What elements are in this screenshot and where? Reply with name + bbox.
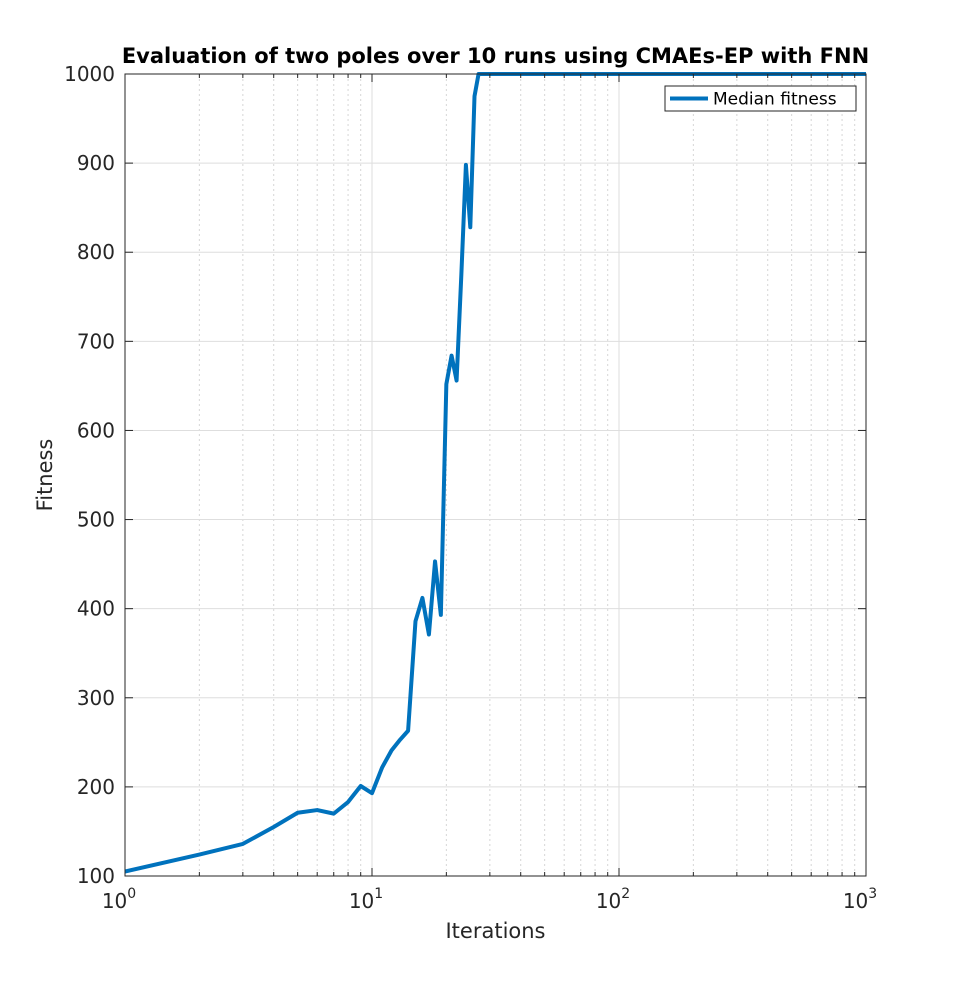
x-tick-label: 100 [102, 886, 136, 913]
chart-title: Evaluation of two poles over 10 runs usi… [122, 44, 869, 68]
y-tick-label: 100 [77, 864, 115, 888]
tick-labels: 100 101 102 103 100 200 300 400 500 600 700 800 900 1… [64, 62, 877, 913]
y-tick-label: 600 [77, 418, 115, 442]
legend-label-median-fitness: Median fitness [713, 90, 837, 110]
axes-box [124, 73, 867, 877]
x-axis-label: Iterations [445, 919, 545, 943]
x-tick-label: 102 [596, 886, 630, 913]
x-tick-label: 103 [843, 886, 877, 913]
ticks [124, 73, 867, 877]
y-tick-label: 500 [77, 508, 115, 532]
y-tick-label: 900 [77, 151, 115, 175]
y-tick-label: 300 [77, 686, 115, 710]
y-axis-label: Fitness [33, 439, 57, 512]
y-tick-label: 700 [77, 329, 115, 353]
legend: Median fitness [664, 85, 857, 112]
minor-grid [198, 74, 856, 876]
y-tick-label: 400 [77, 597, 115, 621]
x-tick-label: 101 [349, 886, 383, 913]
y-tick-label: 1000 [64, 62, 115, 86]
y-tick-label: 200 [77, 775, 115, 799]
y-tick-label: 800 [77, 240, 115, 264]
plot-area [125, 74, 866, 876]
